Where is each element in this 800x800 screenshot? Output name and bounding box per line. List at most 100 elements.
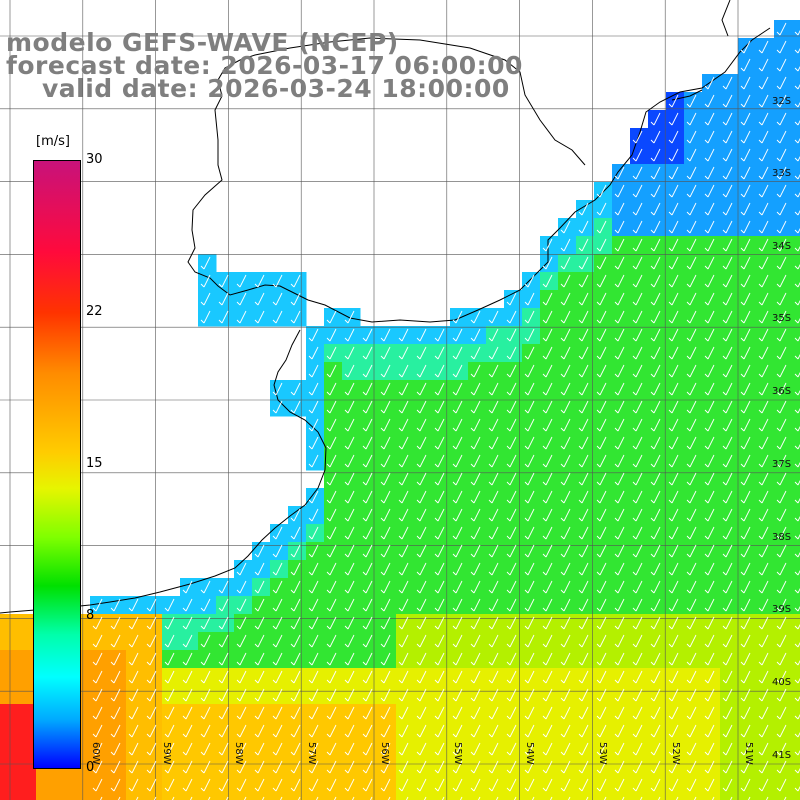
wind-arrow xyxy=(632,346,643,360)
wind-arrow xyxy=(704,148,715,162)
wind-arrow xyxy=(488,724,499,738)
wind-cell xyxy=(18,668,37,687)
wind-cell xyxy=(414,794,433,800)
wind-arrow xyxy=(344,472,355,486)
wind-arrow xyxy=(542,238,553,252)
wind-arrow xyxy=(182,652,193,666)
wind-arrow xyxy=(776,220,787,234)
wind-arrow xyxy=(362,742,373,756)
wind-arrow xyxy=(740,256,751,270)
wind-arrow xyxy=(200,580,211,594)
wind-arrow xyxy=(92,706,103,720)
wind-arrow xyxy=(560,742,571,756)
wind-arrow xyxy=(686,328,697,342)
wind-arrow xyxy=(704,400,715,414)
wind-arrow xyxy=(776,778,787,792)
wind-arrow xyxy=(236,778,247,792)
wind-cell xyxy=(738,794,757,800)
wind-arrow xyxy=(218,670,229,684)
wind-arrow xyxy=(722,706,733,720)
wind-arrow xyxy=(776,148,787,162)
wind-arrow xyxy=(758,706,769,720)
wind-arrow xyxy=(758,292,769,306)
wind-arrow xyxy=(398,454,409,468)
wind-arrow xyxy=(614,490,625,504)
wind-arrow xyxy=(704,526,715,540)
wind-arrow xyxy=(488,364,499,378)
wind-arrow xyxy=(686,256,697,270)
wind-arrow xyxy=(776,328,787,342)
wind-arrow xyxy=(668,130,679,144)
wind-arrow xyxy=(344,652,355,666)
wind-arrow xyxy=(506,652,517,666)
wind-arrow xyxy=(560,670,571,684)
wind-arrow xyxy=(117,796,121,800)
wind-arrow xyxy=(740,184,751,198)
wind-arrow xyxy=(398,490,409,504)
wind-arrow xyxy=(578,616,589,630)
wind-arrow xyxy=(110,760,121,774)
wind-arrow xyxy=(290,310,301,324)
wind-arrow xyxy=(488,418,499,432)
wind-arrow xyxy=(632,166,643,180)
wind-arrow xyxy=(290,292,301,306)
wind-arrow xyxy=(326,526,337,540)
wind-arrow xyxy=(272,742,283,756)
wind-arrow xyxy=(470,562,481,576)
wind-arrow xyxy=(776,760,787,774)
wind-arrow xyxy=(704,634,715,648)
wind-arrow xyxy=(740,526,751,540)
wind-arrow xyxy=(596,328,607,342)
wind-arrow xyxy=(740,706,751,720)
wind-arrow xyxy=(740,130,751,144)
wind-arrow xyxy=(542,418,553,432)
wind-arrow xyxy=(578,580,589,594)
wind-arrow xyxy=(632,652,643,666)
wind-arrow xyxy=(416,706,427,720)
wind-arrow xyxy=(326,688,337,702)
wind-arrow xyxy=(344,436,355,450)
wind-arrow xyxy=(110,616,121,630)
wind-arrow xyxy=(344,454,355,468)
wind-arrow xyxy=(110,778,121,792)
wind-arrow xyxy=(686,382,697,396)
wind-cell xyxy=(792,722,800,741)
wind-arrow xyxy=(236,724,247,738)
wind-arrow xyxy=(650,454,661,468)
wind-cell xyxy=(756,794,775,800)
wind-arrow xyxy=(722,166,733,180)
wind-arrow xyxy=(506,436,517,450)
wind-arrow xyxy=(686,166,697,180)
wind-arrow xyxy=(704,364,715,378)
wind-arrow xyxy=(146,706,157,720)
wind-arrow xyxy=(740,112,751,126)
wind-arrow xyxy=(308,778,319,792)
wind-arrow xyxy=(308,598,319,612)
wind-arrow xyxy=(740,346,751,360)
wind-arrow xyxy=(614,238,625,252)
wind-arrow xyxy=(434,778,445,792)
wind-arrow xyxy=(686,472,697,486)
wind-arrow xyxy=(711,796,715,800)
wind-arrow xyxy=(290,742,301,756)
wind-arrow xyxy=(632,490,643,504)
wind-arrow xyxy=(362,670,373,684)
wind-arrow xyxy=(380,454,391,468)
wind-arrow xyxy=(405,796,409,800)
wind-arrow xyxy=(146,760,157,774)
wind-arrow xyxy=(272,544,283,558)
wind-arrow xyxy=(740,580,751,594)
wind-arrow xyxy=(758,418,769,432)
wind-arrow xyxy=(722,310,733,324)
wind-arrow xyxy=(272,670,283,684)
wind-cell xyxy=(540,794,559,800)
wind-arrow xyxy=(452,526,463,540)
wind-arrow xyxy=(272,400,283,414)
wind-arrow xyxy=(308,670,319,684)
wind-arrow xyxy=(542,760,553,774)
wind-arrow xyxy=(686,184,697,198)
wind-arrow xyxy=(200,742,211,756)
wind-arrow xyxy=(740,778,751,792)
wind-arrow xyxy=(362,688,373,702)
wind-arrow xyxy=(614,544,625,558)
